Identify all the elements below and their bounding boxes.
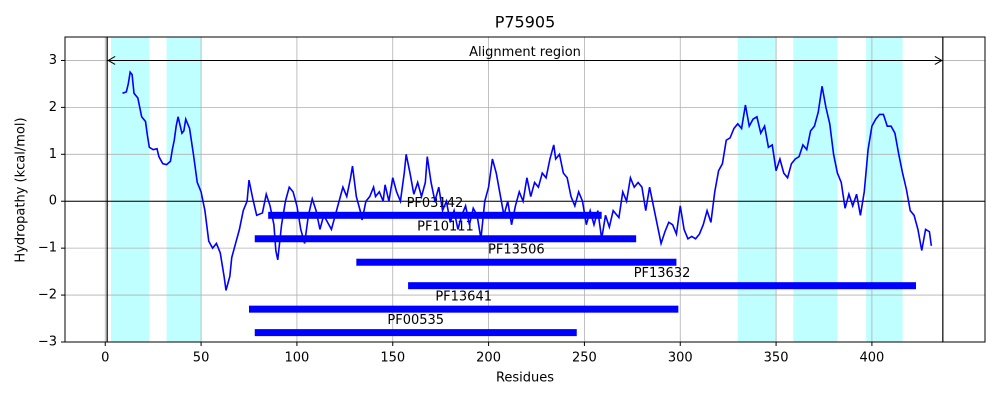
domain-label: PF13506 [488,243,545,258]
highlight-span [793,37,838,342]
domain-bar [268,211,602,219]
y-tick-label: −3 [38,335,57,350]
domain-bar [249,305,679,313]
domain-bar [356,258,677,266]
annotation: Alignment region [469,45,581,60]
x-tick-label: 250 [572,351,597,366]
x-tick-label: 50 [193,351,210,366]
domain-label: PF13641 [435,290,492,305]
highlight-span [737,37,777,342]
x-tick-label: 350 [764,351,789,366]
arrow-head [107,56,116,65]
y-tick-label: 3 [49,53,57,68]
y-tick-label: −1 [38,241,57,256]
chart-title: P75905 [495,13,556,32]
y-tick-label: −2 [38,288,57,303]
domain-label: PF13632 [634,266,691,281]
arrow-head [934,56,943,65]
x-tick-label: 400 [860,351,885,366]
y-tick-label: 1 [49,147,57,162]
domain-bar [408,282,916,290]
highlight-span [111,37,150,342]
hydropathy-line [122,70,933,291]
x-tick-label: 200 [476,351,501,366]
x-tick-label: 0 [101,351,109,366]
axes-frame [64,36,986,343]
domain-label: PF10111 [417,219,474,234]
x-tick-label: 150 [380,351,405,366]
domain-label: PF00535 [387,313,444,328]
highlight-span [166,37,202,342]
x-tick-label: 100 [285,351,310,366]
y-tick-label: 2 [49,100,57,115]
domain-bar [254,329,577,337]
x-tick-label: 300 [668,351,693,366]
plot-area: Alignment region PF03142 PF10111 PF13506 PF1… [65,37,985,343]
y-tick-label: 0 [49,194,57,209]
x-axis-label: Residues [496,371,554,386]
y-axis-label: Hydropathy (kcal/mol) [14,117,29,262]
domain-bar [254,235,637,243]
domain-label: PF03142 [407,196,464,211]
